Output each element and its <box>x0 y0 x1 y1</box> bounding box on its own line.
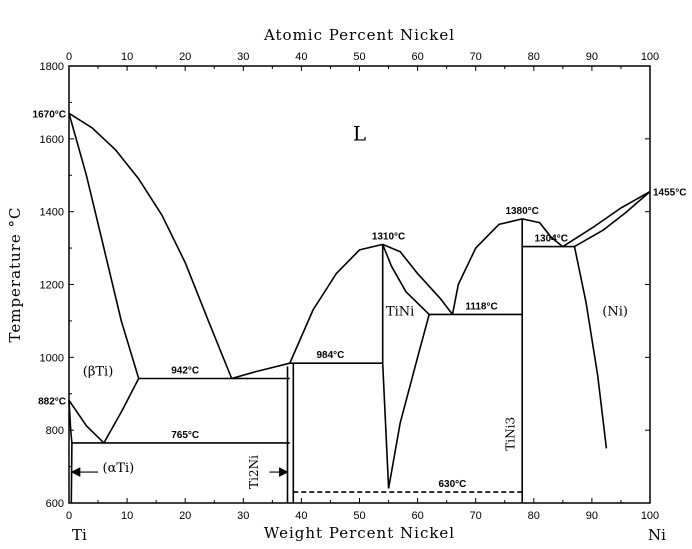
temperature-label: 1118°C <box>465 301 497 312</box>
y-axis-title: Temperature °C <box>6 206 24 342</box>
phase-label-ni: (Ni) <box>602 304 628 319</box>
temperature-label: 882°C <box>38 396 66 407</box>
x-tick-label: 0 <box>66 510 72 522</box>
x-tick-label: 90 <box>586 510 598 522</box>
y-tick-label: 1800 <box>40 61 64 73</box>
top-tick-label: 30 <box>237 51 249 63</box>
x-tick-label: 40 <box>295 510 307 522</box>
phase-line-tini-solidus-left <box>381 244 390 489</box>
x-tick-label: 100 <box>641 510 659 522</box>
phase-line-beta-ti-lower-left <box>68 399 105 444</box>
temperature-label: 1455°C <box>653 188 686 199</box>
phase-label-tini: TiNi <box>386 304 414 319</box>
phase-line-liquidus-1310-right <box>382 243 454 315</box>
compound-label-tini3: TiNi3 <box>504 417 518 451</box>
phase-line-tini-solvus-right <box>387 314 430 489</box>
phase-line-beta-ti-lower-right <box>103 378 140 444</box>
compound-label-ti2ni: Ti2Ni <box>247 455 261 489</box>
phase-line-liquidus-1380-right <box>522 218 564 248</box>
top-tick-label: 80 <box>528 51 540 63</box>
temperature-label: 1304°C <box>534 234 567 245</box>
phase-label-beta-ti: (βTi) <box>83 365 114 380</box>
phase-label-liquid: L <box>353 122 366 146</box>
phase-line-ni-solvus <box>573 246 608 449</box>
temperature-label: 942°C <box>171 365 199 376</box>
top-axis-title: Atomic Percent Nickel <box>263 26 455 44</box>
x-tick-label: 50 <box>353 510 365 522</box>
top-tick-label: 90 <box>586 51 598 63</box>
temperature-label: 984°C <box>316 350 344 361</box>
top-tick-label: 50 <box>353 51 365 63</box>
x-tick-label: 60 <box>411 510 423 522</box>
y-tick-label: 1200 <box>40 280 64 292</box>
y-tick-label: 1600 <box>40 134 64 146</box>
top-tick-label: 10 <box>121 51 133 63</box>
x-tick-label: 70 <box>470 510 482 522</box>
x-end-label-right: Ni <box>648 526 666 544</box>
x-tick-label: 80 <box>528 510 540 522</box>
y-tick-label: 1000 <box>40 352 64 364</box>
y-tick-label: 600 <box>46 498 64 510</box>
top-tick-label: 60 <box>411 51 423 63</box>
top-tick-label: 0 <box>66 51 72 63</box>
y-tick-label: 1400 <box>40 207 64 219</box>
phase-line-liquidus-984-left <box>231 362 290 380</box>
x-end-label-left: Ti <box>72 526 87 544</box>
top-tick-label: 40 <box>295 51 307 63</box>
phase-line-liquidus-1380-left <box>451 218 523 315</box>
phase-line-liquidus-1310-left <box>289 243 383 364</box>
temperature-label: 630°C <box>439 479 467 490</box>
top-tick-label: 100 <box>641 51 659 63</box>
y-tick-label: 800 <box>46 425 64 437</box>
x-tick-label: 30 <box>237 510 249 522</box>
x-axis-title: Weight Percent Nickel <box>264 524 455 542</box>
temperature-label: 1310°C <box>372 231 405 242</box>
top-tick-label: 70 <box>470 51 482 63</box>
top-tick-label: 20 <box>179 51 191 63</box>
temperature-label: 1380°C <box>505 206 538 217</box>
x-tick-label: 10 <box>121 510 133 522</box>
phase-line-tini-solidus-right <box>381 244 430 315</box>
phase-line-liquidus-ni <box>562 190 651 248</box>
x-tick-label: 20 <box>179 510 191 522</box>
phase-line-solidus-ni <box>574 190 651 248</box>
temperature-label: 1670°C <box>33 109 66 120</box>
temperature-label: 765°C <box>171 430 199 441</box>
phase-line-liquidus-ti <box>68 112 233 379</box>
phase-line-solidus-beta-ti <box>68 113 140 379</box>
phase-label-alpha-ti: (αTi) <box>103 461 135 476</box>
